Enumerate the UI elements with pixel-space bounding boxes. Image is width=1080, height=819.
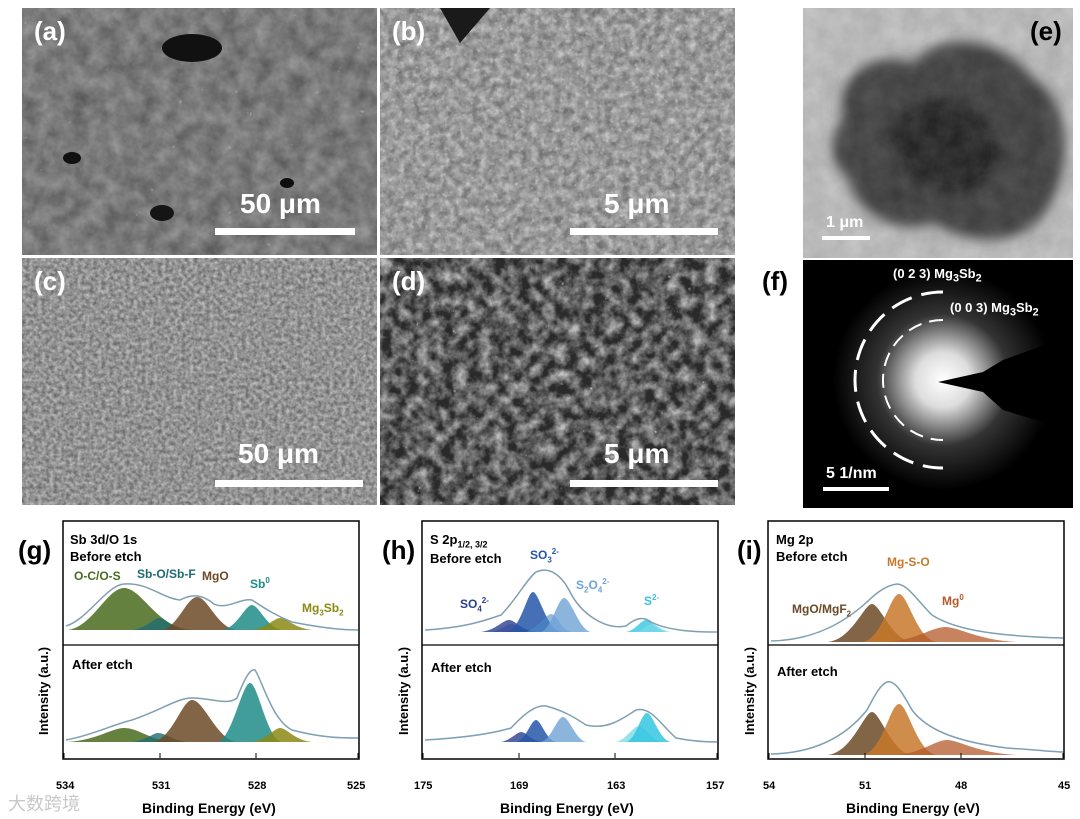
sem-image-a: [22, 8, 377, 255]
xtick-i-1: 51: [859, 780, 872, 792]
ylabel-g: Intensity (a.u.): [36, 646, 51, 735]
xtick-g-3: 525: [347, 780, 366, 792]
panel-label-a: (a): [34, 16, 66, 46]
xtick-g-0: 534: [56, 780, 75, 792]
scale-text-d: 5 μm: [604, 438, 670, 469]
peak-label-g-sbo: Sb-O/Sb-F: [137, 567, 196, 581]
ylabel-i: Intensity (a.u.): [742, 646, 757, 735]
peak-label-g-mg3sb2: Mg3Sb2: [302, 601, 344, 618]
scale-bar-a: [215, 228, 355, 235]
xlabel-i: Binding Energy (eV): [846, 800, 980, 816]
scale-bar-e: [822, 236, 870, 240]
scale-text-c: 50 μm: [238, 438, 319, 469]
panel-label-c: (c): [34, 266, 66, 296]
saed-image-f: [803, 260, 1073, 508]
scale-text-e: 1 μm: [826, 214, 864, 231]
sem-image-b: [380, 8, 735, 255]
title-i-2: Before etch: [776, 549, 848, 564]
xtick-i-3: 45: [1058, 780, 1071, 792]
scale-bar-c: [215, 480, 363, 487]
panel-label-h: (h): [382, 535, 416, 565]
sem-image-d: [380, 258, 735, 505]
after-label-h: After etch: [431, 660, 492, 675]
title-h-1: S 2p1/2, 3/2: [430, 532, 488, 550]
scale-text-f: 5 1/nm: [826, 465, 877, 482]
title-h-2: Before etch: [430, 551, 502, 566]
tem-image-e: [803, 8, 1073, 258]
xps-chart-i: [767, 520, 1065, 760]
peak-label-i-mgso: Mg-S-O: [887, 555, 930, 569]
after-label-g: After etch: [72, 657, 133, 672]
title-g-2: Before etch: [70, 549, 142, 564]
xtick-h-2: 163: [607, 780, 626, 792]
ring-label-023: (0 2 3) Mg3Sb2: [893, 266, 982, 285]
peak-label-g-mgo: MgO: [202, 569, 229, 583]
after-label-i: After etch: [777, 664, 838, 679]
peak-label-i-mgo: MgO/MgF2: [792, 602, 852, 619]
title-i-1: Mg 2p: [776, 532, 814, 547]
xtick-h-3: 157: [706, 780, 725, 792]
xtick-i-0: 54: [763, 780, 776, 792]
scale-text-b: 5 μm: [604, 188, 670, 219]
panel-label-e: (e): [1030, 16, 1062, 46]
xtick-h-0: 175: [414, 780, 433, 792]
panel-label-f: (f): [762, 266, 788, 296]
peak-label-h-so4: SO42-: [460, 596, 489, 614]
xtick-i-2: 48: [955, 780, 968, 792]
scale-text-a: 50 μm: [240, 188, 321, 219]
scale-bar-f: [823, 487, 889, 491]
watermark: 大数跨境: [8, 794, 80, 815]
ylabel-h: Intensity (a.u.): [396, 646, 411, 735]
sem-image-c: [22, 258, 377, 505]
panel-label-g: (g): [18, 535, 52, 565]
peak-label-i-mg0: Mg0: [942, 593, 964, 608]
scale-bar-d: [570, 480, 718, 487]
peak-label-h-s2o4: S2O42-: [576, 577, 610, 595]
xps-chart-h: [421, 520, 719, 760]
panel-label-d: (d): [392, 266, 426, 296]
peak-label-h-s: S2-: [644, 593, 660, 608]
xlabel-g: Binding Energy (eV): [142, 800, 276, 816]
scale-bar-b: [570, 228, 718, 235]
panel-label-i: (i): [737, 535, 762, 565]
peak-label-h-so3: SO32-: [530, 547, 559, 565]
xlabel-h: Binding Energy (eV): [500, 800, 634, 816]
title-g-1: Sb 3d/O 1s: [70, 532, 138, 547]
ring-label-003: (0 0 3) Mg3Sb2: [950, 300, 1039, 319]
peak-label-g-sb0: Sb0: [250, 576, 270, 591]
xtick-h-1: 169: [510, 780, 529, 792]
peak-label-g-ocos: O-C/O-S: [74, 569, 121, 583]
xtick-g-2: 528: [248, 780, 267, 792]
xtick-g-1: 531: [152, 780, 171, 792]
panel-label-b: (b): [392, 16, 426, 46]
xps-chart-g: [62, 520, 360, 760]
